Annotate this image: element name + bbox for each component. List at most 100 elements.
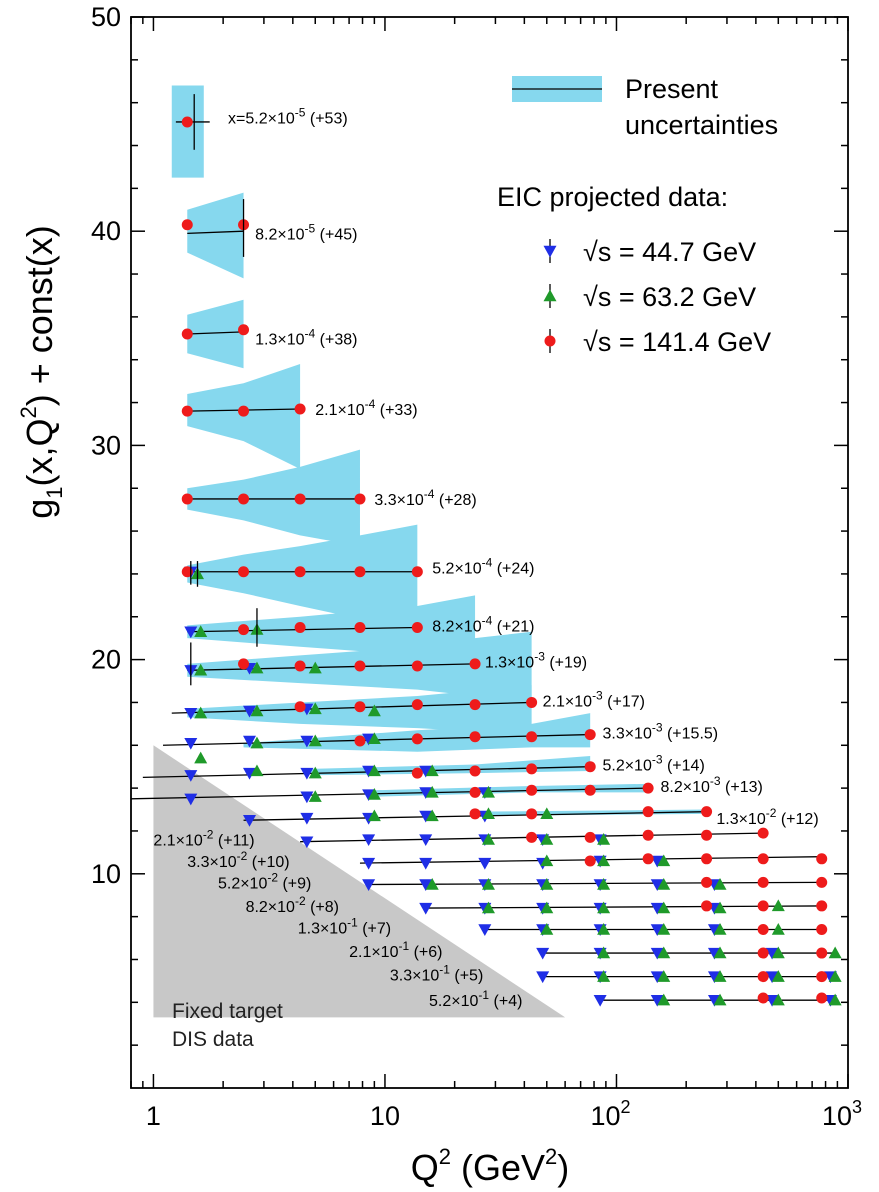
green-up-triangle-point	[657, 946, 671, 959]
series-label: 1.3×10-3 (+19)	[485, 650, 587, 672]
green-up-triangle-point	[540, 807, 554, 820]
green-up-triangle-point	[250, 661, 264, 674]
blue-down-triangle-point	[300, 836, 314, 849]
series-label: 3.3×10-4 (+28)	[374, 487, 476, 509]
red-circle-point	[757, 923, 769, 935]
red-circle-point	[238, 405, 250, 417]
green-up-triangle-point	[597, 922, 611, 935]
y-tick-label: 40	[91, 216, 121, 246]
uncertainty-band	[171, 85, 204, 178]
red-circle-point	[757, 992, 769, 1004]
green-up-triangle-point	[597, 970, 611, 982]
green-up-triangle-point	[481, 807, 495, 820]
series-label: 3.3×10-1 (+5)	[390, 962, 483, 984]
green-up-triangle-point	[425, 809, 439, 822]
series-label: x=5.2×10-5 (+53)	[228, 106, 348, 128]
green-up-triangle-point	[771, 970, 785, 982]
green-up-triangle-point	[425, 764, 439, 777]
fixed-target-label-line1: Fixed target	[172, 1000, 283, 1023]
blue-down-triangle-point	[478, 924, 492, 936]
red-circle-point	[411, 621, 423, 633]
green-up-triangle-point	[597, 854, 611, 867]
red-circle-point	[294, 701, 306, 713]
green-up-triangle-point	[597, 946, 611, 959]
fixed-target-label-line2: DIS data	[172, 1028, 254, 1051]
red-circle-point	[354, 621, 366, 633]
red-circle-point	[642, 782, 654, 794]
red-circle-point	[757, 900, 769, 912]
red-circle-point	[411, 660, 423, 672]
green-up-triangle-point	[308, 702, 322, 715]
red-circle-point	[469, 765, 481, 777]
blue-down-triangle-point	[243, 767, 257, 780]
red-circle-point	[181, 566, 193, 578]
blue-down-triangle-point	[362, 733, 376, 746]
red-circle-point	[354, 701, 366, 713]
red-circle-point	[526, 696, 538, 708]
green-up-triangle-point	[481, 785, 495, 798]
red-circle-point	[584, 855, 596, 867]
uncertainty-band	[187, 299, 244, 369]
green-up-triangle-point	[771, 922, 785, 935]
red-circle-point	[294, 493, 306, 505]
blue-down-triangle-point	[362, 857, 376, 870]
green-up-triangle-point	[194, 625, 208, 637]
red-circle-point	[294, 660, 306, 672]
green-up-triangle-point	[367, 809, 381, 822]
red-circle-point	[816, 992, 828, 1004]
red-circle-point	[757, 876, 769, 888]
uncertainty-band	[187, 449, 360, 547]
green-up-triangle-point	[540, 854, 554, 867]
green-up-triangle-point	[481, 833, 495, 845]
blue-down-triangle-point	[243, 705, 257, 718]
red-circle-point	[642, 829, 654, 841]
green-up-triangle-point	[828, 993, 842, 1006]
green-up-triangle-point	[481, 878, 495, 890]
axes-frame: 10 20 30 40 50 1 10 102 103 Q2 (GeV2) g1(x,Q2) + c…	[16, 2, 862, 1188]
blue-down-triangle-point	[593, 994, 607, 1007]
red-circle-point	[411, 767, 423, 779]
blue-down-triangle-point	[184, 770, 198, 782]
green-up-triangle-point	[367, 788, 381, 800]
green-up-triangle-point	[540, 878, 554, 890]
green-up-triangle-point	[597, 878, 611, 890]
blue-down-triangle-point	[419, 857, 433, 870]
blue-down-triangle-point	[300, 735, 314, 748]
blue-down-triangle-point	[650, 924, 664, 936]
uncertainty-band	[187, 192, 244, 279]
red-circle-point	[526, 763, 538, 775]
blue-down-triangle-point	[650, 947, 664, 960]
series-label: 8.2×10-4 (+21)	[432, 613, 534, 635]
red-circle-point	[584, 831, 596, 843]
red-circle-point	[181, 328, 193, 340]
red-circle-point	[354, 660, 366, 672]
uncertainty-band	[311, 755, 591, 776]
red-circle-point	[469, 731, 481, 743]
green-up-triangle-point	[194, 706, 208, 719]
red-circle-point	[642, 806, 654, 818]
plot-frame	[130, 16, 849, 1089]
red-circle-point	[469, 699, 481, 711]
red-circle-point	[411, 733, 423, 745]
green-up-triangle-point	[250, 764, 264, 777]
blue-down-triangle-point	[243, 735, 257, 748]
blue-down-triangle-point	[650, 971, 664, 984]
green-up-triangle-point	[657, 922, 671, 935]
green-up-triangle-point	[250, 704, 264, 717]
blue-down-triangle-point	[419, 902, 433, 915]
blue-down-triangle-point	[765, 947, 779, 960]
blue-down-triangle-point	[419, 810, 433, 823]
series-label: 1.3×10-4 (+38)	[255, 326, 357, 348]
blue-down-triangle-point	[300, 812, 314, 825]
series-label: 3.3×10-3 (+15.5)	[602, 720, 718, 742]
red-circle-point	[469, 786, 481, 798]
x-axis-label: Q2 (GeV2)	[411, 1144, 570, 1188]
blue-down-triangle-point	[419, 879, 433, 892]
red-circle-point	[701, 876, 713, 888]
green-up-triangle-point	[308, 661, 322, 674]
green-up-triangle-point	[657, 878, 671, 890]
blue-down-triangle-point	[478, 857, 492, 870]
green-up-triangle-point	[713, 878, 727, 890]
red-circle-point	[181, 405, 193, 417]
green-up-triangle-point	[828, 946, 842, 959]
